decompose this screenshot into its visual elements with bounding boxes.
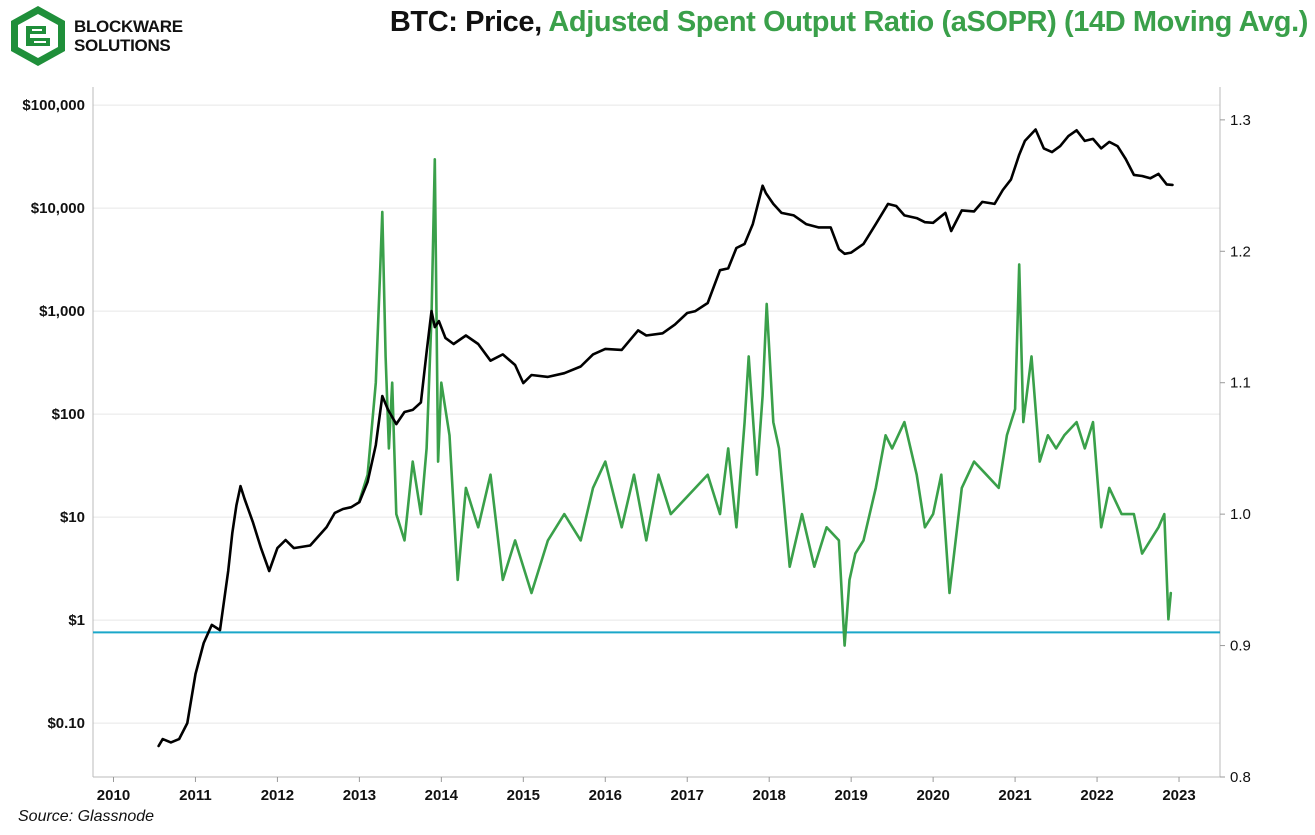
price-line — [157, 128, 1174, 748]
y-left-tick-label: $1 — [68, 612, 85, 629]
y-right-tick-label: 1.3 — [1230, 112, 1251, 129]
x-tick-label: 2017 — [671, 787, 704, 804]
x-tick-label: 2011 — [179, 787, 212, 804]
source-note: Source: Glassnode — [18, 808, 155, 825]
y-left-tick-label: $10 — [60, 509, 85, 526]
x-axis-ticks: 2010 2011 2012 2013 2014 2015 2016 2017 2018 2019… — [97, 777, 1196, 804]
x-tick-label: 2016 — [589, 787, 622, 804]
logo-text-line1: BLOCKWARE — [74, 17, 183, 36]
x-tick-label: 2021 — [998, 787, 1031, 804]
x-tick-label: 2020 — [916, 787, 949, 804]
blockware-logo: BLOCKWARE SOLUTIONS — [8, 4, 183, 70]
asopr-line — [358, 158, 1173, 647]
x-tick-label: 2012 — [261, 787, 294, 804]
y-right-tick-label: 1.0 — [1230, 506, 1251, 523]
axes — [92, 87, 1221, 778]
y-left-tick-label: $0.10 — [47, 715, 85, 732]
x-tick-label: 2023 — [1162, 787, 1195, 804]
right-axis-ticks: 0.8 0.9 1.0 1.1 1.2 1.3 — [1220, 112, 1251, 786]
series-layer — [93, 128, 1220, 748]
x-tick-label: 2015 — [507, 787, 540, 804]
logo-text-line2: SOLUTIONS — [74, 36, 171, 55]
y-right-tick-label: 0.8 — [1230, 769, 1251, 786]
y-left-tick-label: $100,000 — [22, 97, 85, 114]
x-tick-label: 2013 — [343, 787, 376, 804]
y-left-tick-label: $10,000 — [31, 200, 85, 217]
y-left-tick-label: $1,000 — [39, 303, 85, 320]
x-tick-label: 2010 — [97, 787, 130, 804]
y-left-tick-label: $100 — [52, 406, 85, 423]
chart-title: BTC: Price, Adjusted Spent Output Ratio … — [389, 6, 1309, 39]
left-axis-ticks: $0.10 $1 $10 $100 $1,000 $10,000 $100,000 — [22, 97, 85, 732]
chart-title-part1: BTC: Price, — [389, 6, 549, 38]
x-tick-label: 2018 — [753, 787, 786, 804]
x-tick-label: 2022 — [1080, 787, 1113, 804]
x-tick-label: 2019 — [834, 787, 867, 804]
gridlines — [93, 104, 1220, 724]
x-tick-label: 2014 — [425, 787, 459, 804]
chart-title-part2: Adjusted Spent Output Ratio (aSOPR) (14D… — [548, 6, 1308, 38]
y-right-tick-label: 1.1 — [1230, 375, 1251, 392]
y-right-tick-label: 0.9 — [1230, 638, 1251, 655]
y-right-tick-label: 1.2 — [1230, 243, 1251, 260]
logo-hexagon-icon — [11, 6, 65, 66]
